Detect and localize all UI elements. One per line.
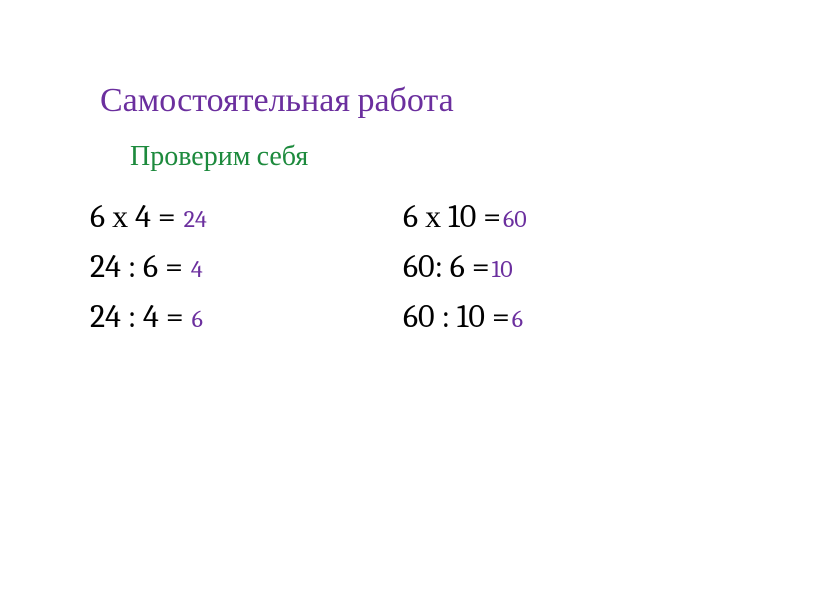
answer-text: 60 <box>503 205 527 233</box>
equation-text: 6 х 4 = <box>90 198 176 235</box>
equation-text: 24 : 6 = <box>90 248 183 285</box>
slide-subtitle: Проверим себя <box>130 140 716 173</box>
equation-row: 24 : 6 = 4 <box>90 248 403 293</box>
slide: Самостоятельная работа Проверим себя 6 х… <box>0 0 816 613</box>
answer-text: 6 <box>512 305 523 333</box>
equation-row: 60 : 10 = 6 <box>403 298 716 343</box>
slide-title: Самостоятельная работа <box>100 80 716 120</box>
column-right: 6 х 10 = 60 60: 6 = 10 60 : 10 = 6 <box>403 198 716 348</box>
equation-row: 6 х 10 = 60 <box>403 198 716 243</box>
equation-row: 6 х 4 = 24 <box>90 198 403 243</box>
column-left: 6 х 4 = 24 24 : 6 = 4 24 : 4 = 6 <box>90 198 403 348</box>
equation-row: 24 : 4 = 6 <box>90 298 403 343</box>
equation-text: 6 х 10 = <box>403 198 501 235</box>
answer-text: 4 <box>191 255 203 283</box>
equation-row: 60: 6 = 10 <box>403 248 716 293</box>
equation-text: 60: 6 = <box>403 248 490 285</box>
answer-text: 24 <box>184 205 207 233</box>
equation-text: 24 : 4 = <box>90 298 184 335</box>
equation-text: 60 : 10 = <box>403 298 510 335</box>
content-area: 6 х 4 = 24 24 : 6 = 4 24 : 4 = 6 6 х 10 … <box>90 198 716 348</box>
answer-text: 6 <box>192 305 203 333</box>
answer-text: 10 <box>492 255 513 283</box>
